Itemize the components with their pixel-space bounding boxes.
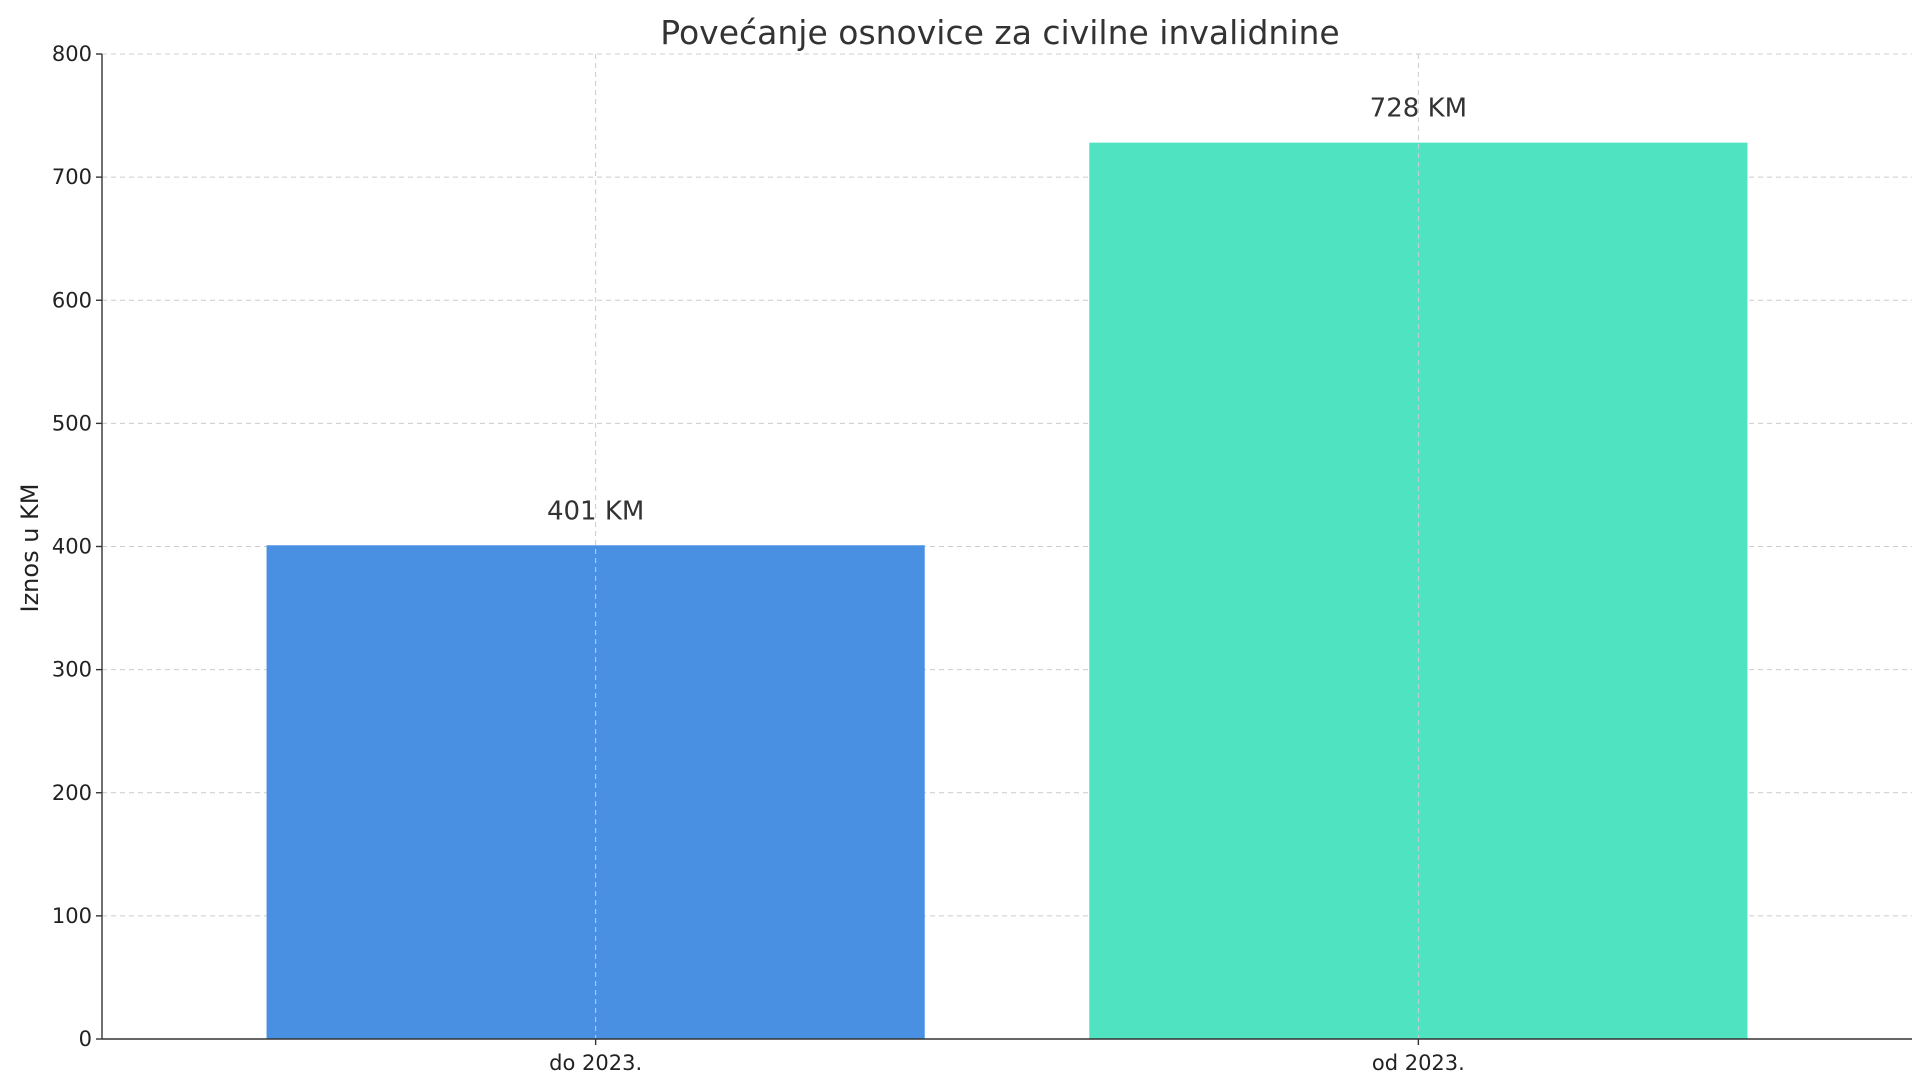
y-tick-label: 300 <box>52 658 92 682</box>
x-tick-label: do 2023. <box>549 1051 642 1075</box>
y-tick-label: 500 <box>52 411 92 435</box>
x-tick-label: od 2023. <box>1372 1051 1465 1075</box>
y-tick-label: 600 <box>52 288 92 312</box>
y-tick-label: 700 <box>52 165 92 189</box>
y-tick-label: 200 <box>52 781 92 805</box>
data-label: 728 KM <box>1370 94 1467 124</box>
y-tick-label: 400 <box>52 535 92 559</box>
y-tick-label: 100 <box>52 904 92 928</box>
y-axis-label: Iznos u KM <box>16 484 44 613</box>
data-labels: 401 KM 728 KM <box>547 94 1467 527</box>
y-tick-label: 0 <box>79 1027 92 1051</box>
chart-title: Povećanje osnovice za civilne invalidnin… <box>660 13 1339 52</box>
axes: 0 100 200 300 400 500 600 700 800 do 2023. od 2023… <box>52 42 1912 1075</box>
vertical-grid <box>595 54 1419 1039</box>
bars <box>266 142 1748 1039</box>
data-label: 401 KM <box>547 496 644 526</box>
y-tick-label: 800 <box>52 42 92 66</box>
